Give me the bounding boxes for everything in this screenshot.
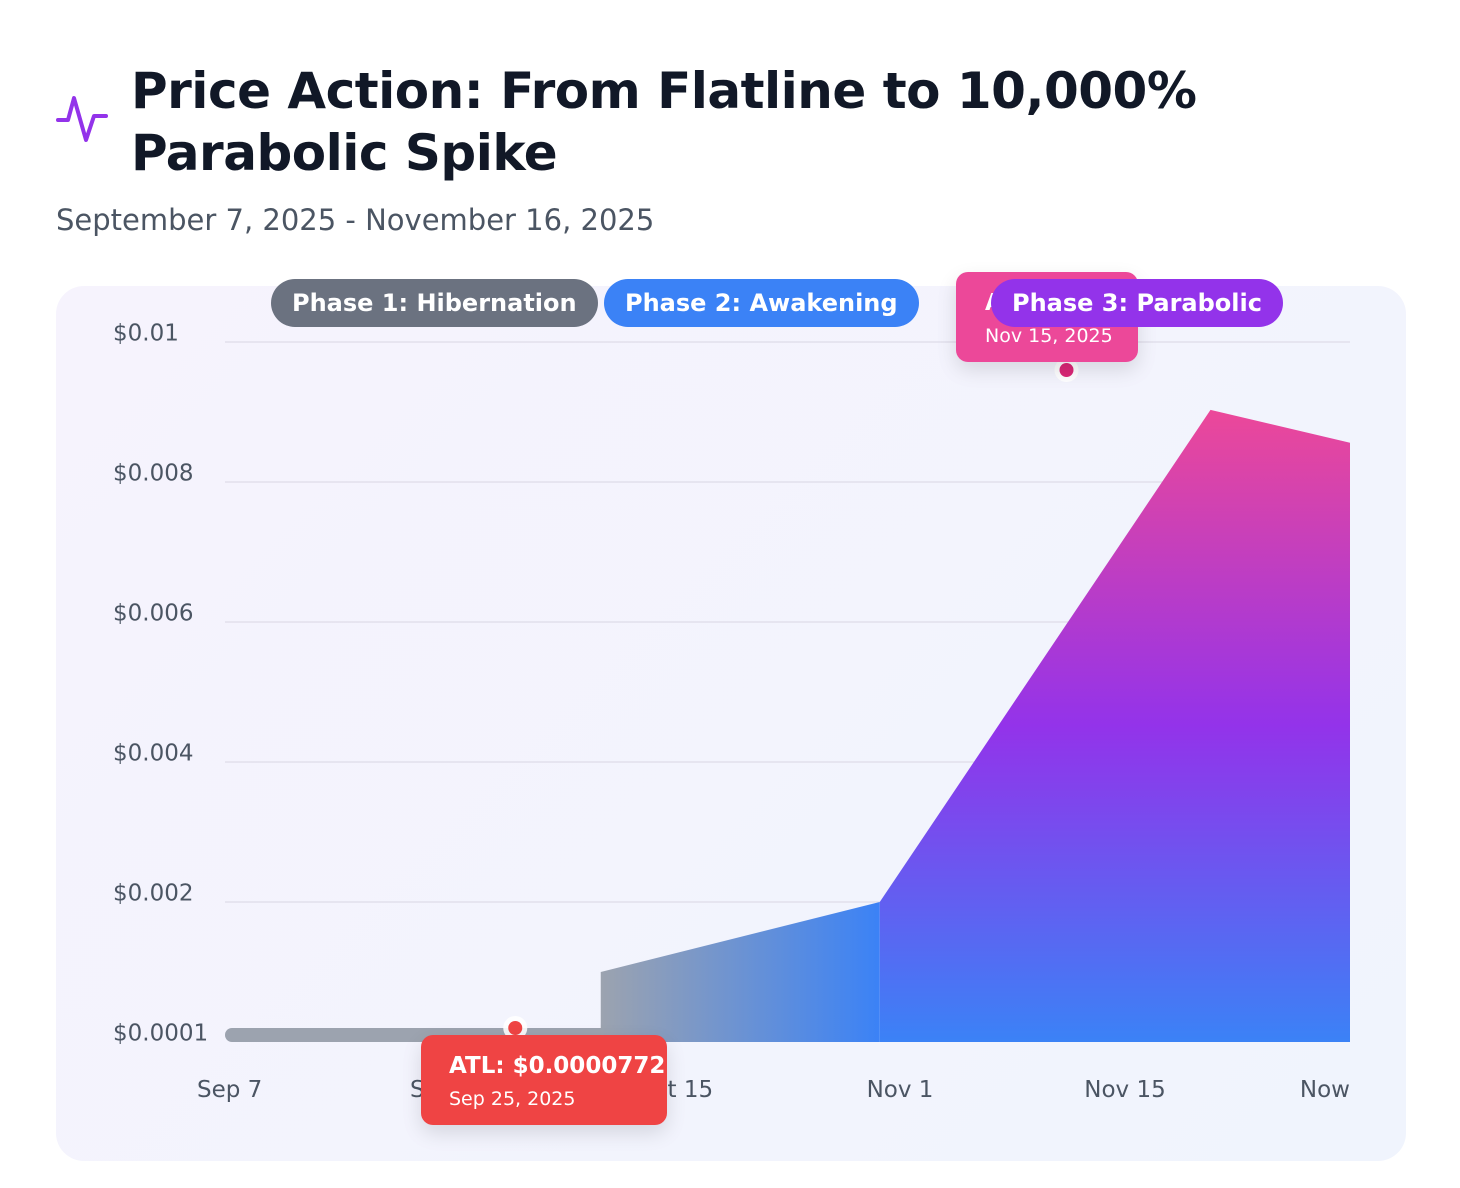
x-tick-label: Nov 1 <box>867 1077 934 1103</box>
page-title: Price Action: From Flatline to 10,000% P… <box>131 62 1197 182</box>
date-range: September 7, 2025 - November 16, 2025 <box>56 203 655 237</box>
y-tick-label: $0.004 <box>113 741 193 767</box>
x-tick-label: Now <box>1300 1077 1350 1103</box>
atl-label: ATL: $0.0000772 <box>449 1053 666 1079</box>
y-tick-label: $0.0001 <box>113 1021 208 1047</box>
phase-3-badge: Phase 3: Parabolic <box>991 279 1283 327</box>
phase-2-area <box>600 902 880 1042</box>
y-tick-label: $0.01 <box>113 321 179 347</box>
atl-marker <box>508 1021 523 1035</box>
phase-1-badge: Phase 1: Hibernation <box>271 279 598 327</box>
activity-pulse-icon <box>56 96 108 142</box>
atl-date: Sep 25, 2025 <box>449 1088 576 1110</box>
ath-date: Nov 15, 2025 <box>985 325 1113 347</box>
y-tick-label: $0.006 <box>113 601 193 627</box>
x-tick-label: Sep 7 <box>197 1077 262 1103</box>
ath-marker <box>1059 363 1074 377</box>
y-tick-label: $0.002 <box>113 881 193 907</box>
atl-tooltip: ATL: $0.0000772 Sep 25, 2025 <box>421 1035 667 1125</box>
phase-3-area <box>879 409 1350 1042</box>
x-tick-label: Nov 15 <box>1084 1077 1165 1103</box>
y-tick-label: $0.008 <box>113 461 193 487</box>
phase-2-badge: Phase 2: Awakening <box>604 279 919 327</box>
